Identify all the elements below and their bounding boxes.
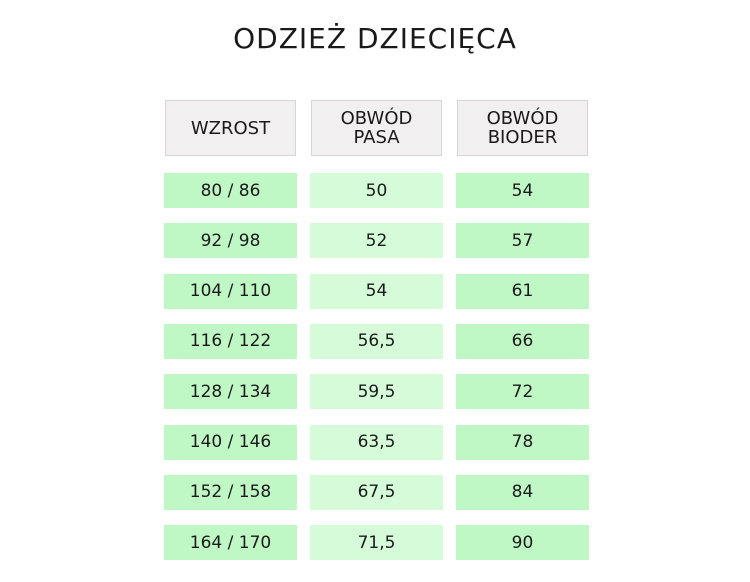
- cell-height: 80 / 86: [164, 173, 297, 208]
- cell-hips: 90: [456, 525, 589, 561]
- cell-waist: 63,5: [310, 424, 443, 460]
- cell-height: 140 / 146: [164, 424, 297, 460]
- cell-height: 128 / 134: [164, 374, 297, 410]
- cell-waist: 59,5: [310, 374, 443, 410]
- cell-hips: 84: [456, 474, 589, 510]
- cell-hips: 57: [456, 223, 589, 259]
- header-height: WZROST: [165, 100, 296, 156]
- cell-waist: 52: [310, 223, 443, 259]
- cell-height: 92 / 98: [164, 223, 297, 259]
- cell-waist: 50: [310, 173, 443, 208]
- cell-hips: 61: [456, 273, 589, 309]
- page-title: ODZIEŻ DZIECIĘCA: [233, 22, 517, 55]
- cell-height: 104 / 110: [164, 273, 297, 309]
- cell-hips: 78: [456, 424, 589, 460]
- cell-height: 116 / 122: [164, 323, 297, 359]
- cell-waist: 54: [310, 273, 443, 309]
- cell-hips: 72: [456, 374, 589, 410]
- header-hips: OBWÓD BIODER: [457, 100, 588, 156]
- cell-hips: 66: [456, 323, 589, 359]
- header-waist: OBWÓD PASA: [311, 100, 442, 156]
- cell-hips: 54: [456, 173, 589, 208]
- cell-height: 164 / 170: [164, 525, 297, 561]
- cell-waist: 56,5: [310, 323, 443, 359]
- cell-waist: 67,5: [310, 474, 443, 510]
- cell-height: 152 / 158: [164, 474, 297, 510]
- cell-waist: 71,5: [310, 525, 443, 561]
